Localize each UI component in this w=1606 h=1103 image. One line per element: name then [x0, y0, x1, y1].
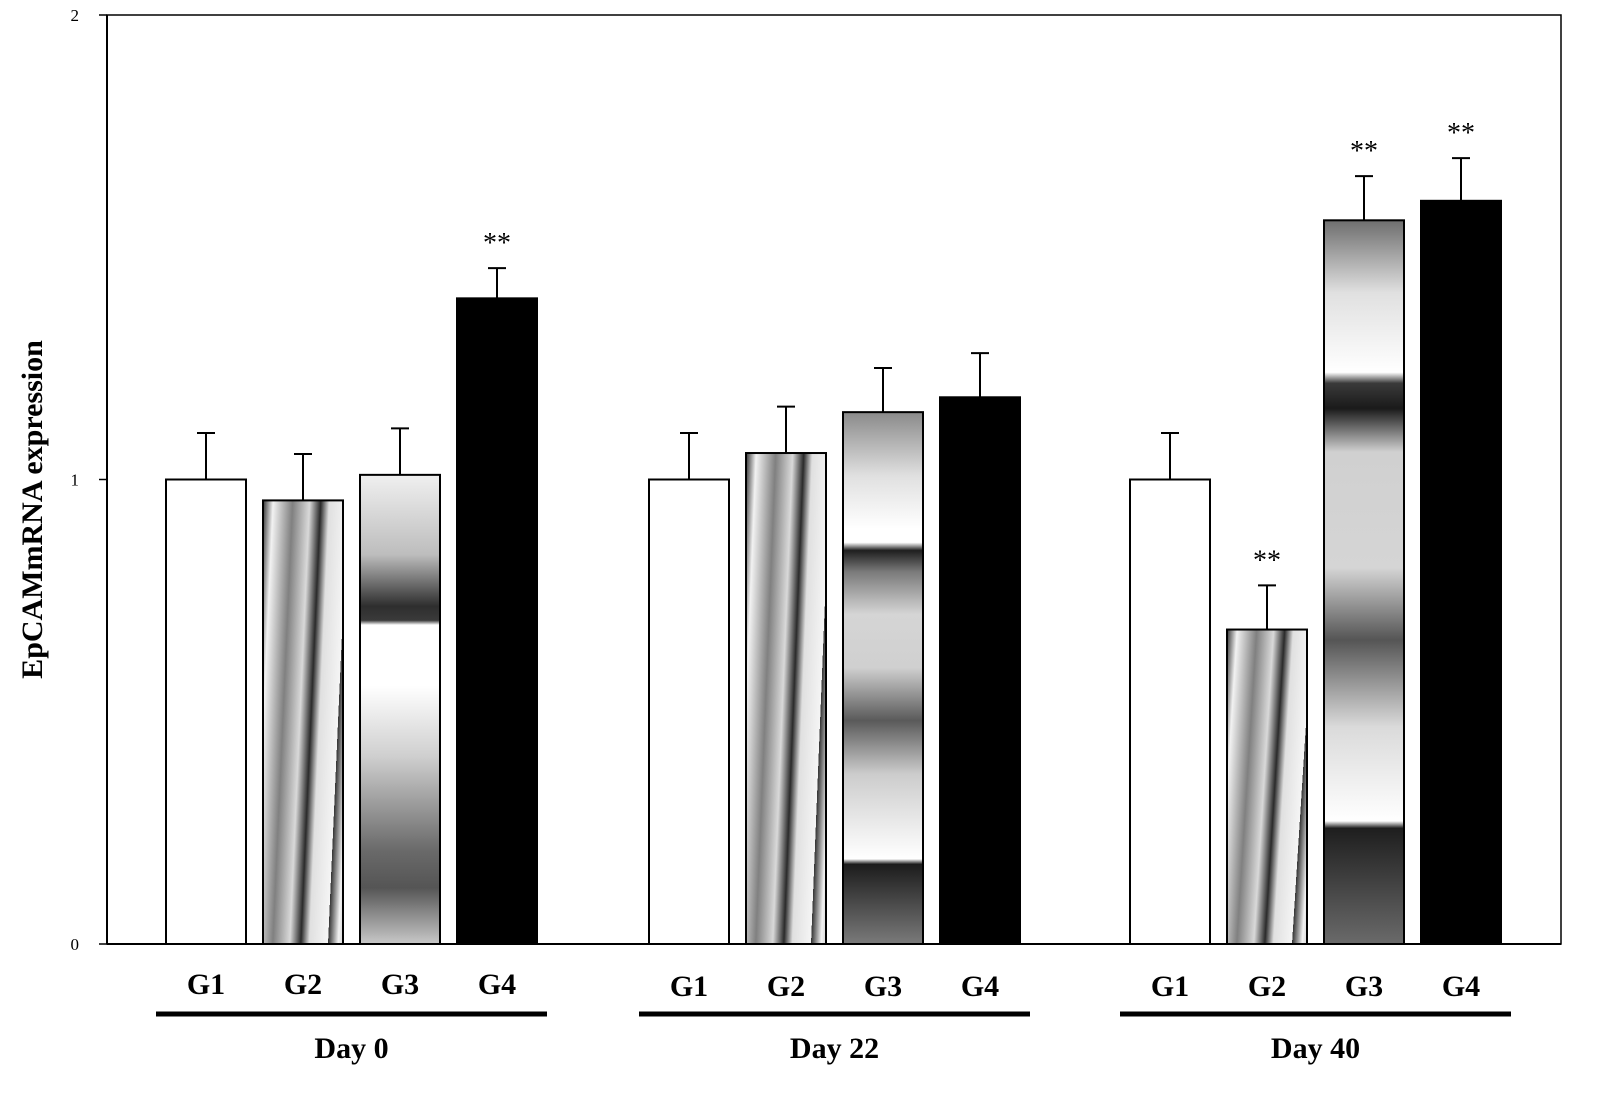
- x-tick-label: G1: [1151, 970, 1189, 1003]
- group-label: Day 40: [1271, 1032, 1360, 1065]
- significance-label: **: [1447, 118, 1475, 149]
- x-tick-label: G3: [1345, 970, 1383, 1003]
- y-axis-label: EpCAMmRNA expression: [16, 340, 49, 679]
- group-label: Day 0: [314, 1032, 388, 1065]
- bar-day-22-g3: [842, 411, 924, 945]
- x-tick-label: G4: [478, 968, 516, 1001]
- x-tick-label: G2: [284, 968, 322, 1001]
- x-tick-label: G1: [187, 968, 225, 1001]
- x-tick-label: G4: [961, 970, 999, 1003]
- y-tick-label: 1: [71, 471, 80, 490]
- group-label: Day 22: [790, 1032, 879, 1065]
- bar-day-40-g1: [1129, 478, 1211, 945]
- bar-day-40-g2: [1226, 628, 1308, 945]
- bar-day-22-g1: [648, 478, 730, 945]
- y-tick-label: 0: [71, 935, 80, 954]
- x-tick-label: G2: [767, 970, 805, 1003]
- x-tick-label: G2: [1248, 970, 1286, 1003]
- bar-day-0-g1: [165, 478, 247, 945]
- bar-day-0-g2: [262, 499, 344, 945]
- y-tick-label: 2: [71, 6, 80, 25]
- significance-label: **: [1253, 545, 1281, 576]
- x-tick-label: G3: [381, 968, 419, 1001]
- bar-day-40-g4: [1420, 199, 1502, 946]
- bar-day-40-g3: [1323, 219, 1405, 945]
- x-tick-label: G3: [864, 970, 902, 1003]
- bar-day-22-g2: [745, 452, 827, 945]
- bar-day-0-g4: [456, 297, 538, 946]
- significance-label: **: [1350, 136, 1378, 167]
- significance-label: **: [483, 228, 511, 259]
- x-tick-label: G4: [1442, 970, 1480, 1003]
- bar-day-0-g3: [359, 473, 441, 945]
- x-tick-label: G1: [670, 970, 708, 1003]
- bar-day-22-g4: [939, 396, 1021, 945]
